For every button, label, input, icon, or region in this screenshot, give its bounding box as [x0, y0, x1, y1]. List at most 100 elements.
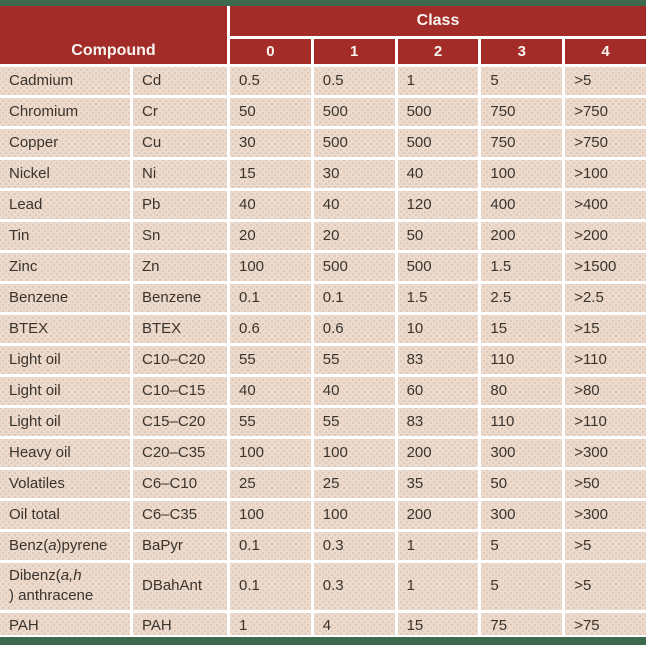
class-value-cell: 4	[314, 613, 395, 641]
class-value-cell: 83	[398, 408, 479, 436]
class-value-cell: 15	[481, 315, 562, 343]
class-value-cell: 100	[230, 253, 311, 281]
class-value-cell: 0.1	[314, 284, 395, 312]
class-value-cell: 500	[314, 129, 395, 157]
class-col-header-2: 2	[397, 39, 479, 64]
class-value-cell: 500	[398, 129, 479, 157]
class-value-cell: 500	[314, 253, 395, 281]
class-value-cell: 60	[398, 377, 479, 405]
compound-name-cell: Zinc	[0, 253, 130, 281]
compound-symbol-cell: C15–C20	[133, 408, 227, 436]
class-value-cell: 1.5	[481, 253, 562, 281]
compound-column-header: Compound	[0, 6, 227, 64]
class-value-cell: 500	[398, 253, 479, 281]
compound-name-cell: PAH	[0, 613, 130, 641]
class-value-cell: 110	[481, 408, 562, 436]
class-value-cell: 30	[314, 160, 395, 188]
class-value-cell: 20	[314, 222, 395, 250]
class-value-cell: 10	[398, 315, 479, 343]
class-value-cell: 40	[314, 377, 395, 405]
compound-name-cell: Light oil	[0, 377, 130, 405]
class-value-cell: >2.5	[565, 284, 646, 312]
class-value-cell: 5	[481, 532, 562, 560]
class-col-header-1: 1	[313, 39, 395, 64]
class-value-cell: 25	[230, 470, 311, 498]
class-value-cell: 100	[230, 501, 311, 529]
class-value-cell: 100	[481, 160, 562, 188]
class-value-cell: 40	[314, 191, 395, 219]
class-value-cell: 1	[230, 613, 311, 641]
compound-symbol-cell: Cd	[133, 67, 227, 95]
class-value-cell: 25	[314, 470, 395, 498]
class-value-cell: 50	[481, 470, 562, 498]
class-value-cell: 0.1	[230, 284, 311, 312]
class-value-cell: 50	[398, 222, 479, 250]
top-border-bar	[0, 0, 646, 6]
compound-symbol-cell: Cr	[133, 98, 227, 126]
class-value-cell: 100	[314, 501, 395, 529]
class-value-cell: 5	[481, 563, 562, 610]
class-value-cell: 1.5	[398, 284, 479, 312]
compound-symbol-cell: C6–C10	[133, 470, 227, 498]
compound-symbol-cell: Pb	[133, 191, 227, 219]
compound-symbol-cell: C20–C35	[133, 439, 227, 467]
class-value-cell: 55	[230, 346, 311, 374]
class-value-cell: 0.3	[314, 563, 395, 610]
class-value-cell: 35	[398, 470, 479, 498]
compound-symbol-cell: DBahAnt	[133, 563, 227, 610]
compound-name-cell: Tin	[0, 222, 130, 250]
class-col-header-4: 4	[565, 39, 646, 64]
class-value-cell: 200	[481, 222, 562, 250]
compound-symbol-cell: BTEX	[133, 315, 227, 343]
class-value-cell: 55	[314, 408, 395, 436]
compound-name-cell: Volatiles	[0, 470, 130, 498]
compound-name-cell: Cadmium	[0, 67, 130, 95]
class-value-cell: >15	[565, 315, 646, 343]
class-value-cell: 40	[230, 377, 311, 405]
class-value-cell: >110	[565, 346, 646, 374]
compound-symbol-cell: Sn	[133, 222, 227, 250]
class-value-cell: 400	[481, 191, 562, 219]
class-value-cell: 1	[398, 563, 479, 610]
class-value-cell: 300	[481, 439, 562, 467]
class-value-cell: 1	[398, 67, 479, 95]
class-value-cell: >75	[565, 613, 646, 641]
class-value-cell: 5	[481, 67, 562, 95]
class-value-cell: >100	[565, 160, 646, 188]
class-value-cell: 0.1	[230, 563, 311, 610]
compound-symbol-cell: Cu	[133, 129, 227, 157]
class-value-cell: >5	[565, 67, 646, 95]
compound-name-cell: Nickel	[0, 160, 130, 188]
class-value-cell: 75	[481, 613, 562, 641]
compound-name-cell: Oil total	[0, 501, 130, 529]
compound-symbol-cell: C10–C15	[133, 377, 227, 405]
compound-symbol-cell: Benzene	[133, 284, 227, 312]
class-value-cell: >1500	[565, 253, 646, 281]
compound-symbol-cell: PAH	[133, 613, 227, 641]
class-value-cell: >400	[565, 191, 646, 219]
class-value-cell: 750	[481, 129, 562, 157]
class-value-cell: 80	[481, 377, 562, 405]
compound-name-cell: Heavy oil	[0, 439, 130, 467]
compound-name-cell: Lead	[0, 191, 130, 219]
class-value-cell: 120	[398, 191, 479, 219]
class-value-cell: 500	[398, 98, 479, 126]
compound-name-cell: BTEX	[0, 315, 130, 343]
class-value-cell: >50	[565, 470, 646, 498]
class-value-cell: 1	[398, 532, 479, 560]
class-group-header: Class	[230, 6, 646, 36]
class-value-cell: 750	[481, 98, 562, 126]
class-value-cell: 55	[230, 408, 311, 436]
class-value-cell: >750	[565, 98, 646, 126]
compound-symbol-cell: Zn	[133, 253, 227, 281]
class-value-cell: 100	[230, 439, 311, 467]
class-value-cell: 0.6	[314, 315, 395, 343]
class-value-cell: 0.1	[230, 532, 311, 560]
class-value-cell: 40	[230, 191, 311, 219]
compound-name-cell: Dibenz(a,h) anthracene	[0, 563, 130, 610]
compound-symbol-cell: C10–C20	[133, 346, 227, 374]
class-value-cell: >5	[565, 532, 646, 560]
compound-class-table: Compound Class 0 1 2 3 4 Cadmium Cd 0.5 0.5 1 5 >5 C…	[0, 6, 646, 641]
class-value-cell: 2.5	[481, 284, 562, 312]
